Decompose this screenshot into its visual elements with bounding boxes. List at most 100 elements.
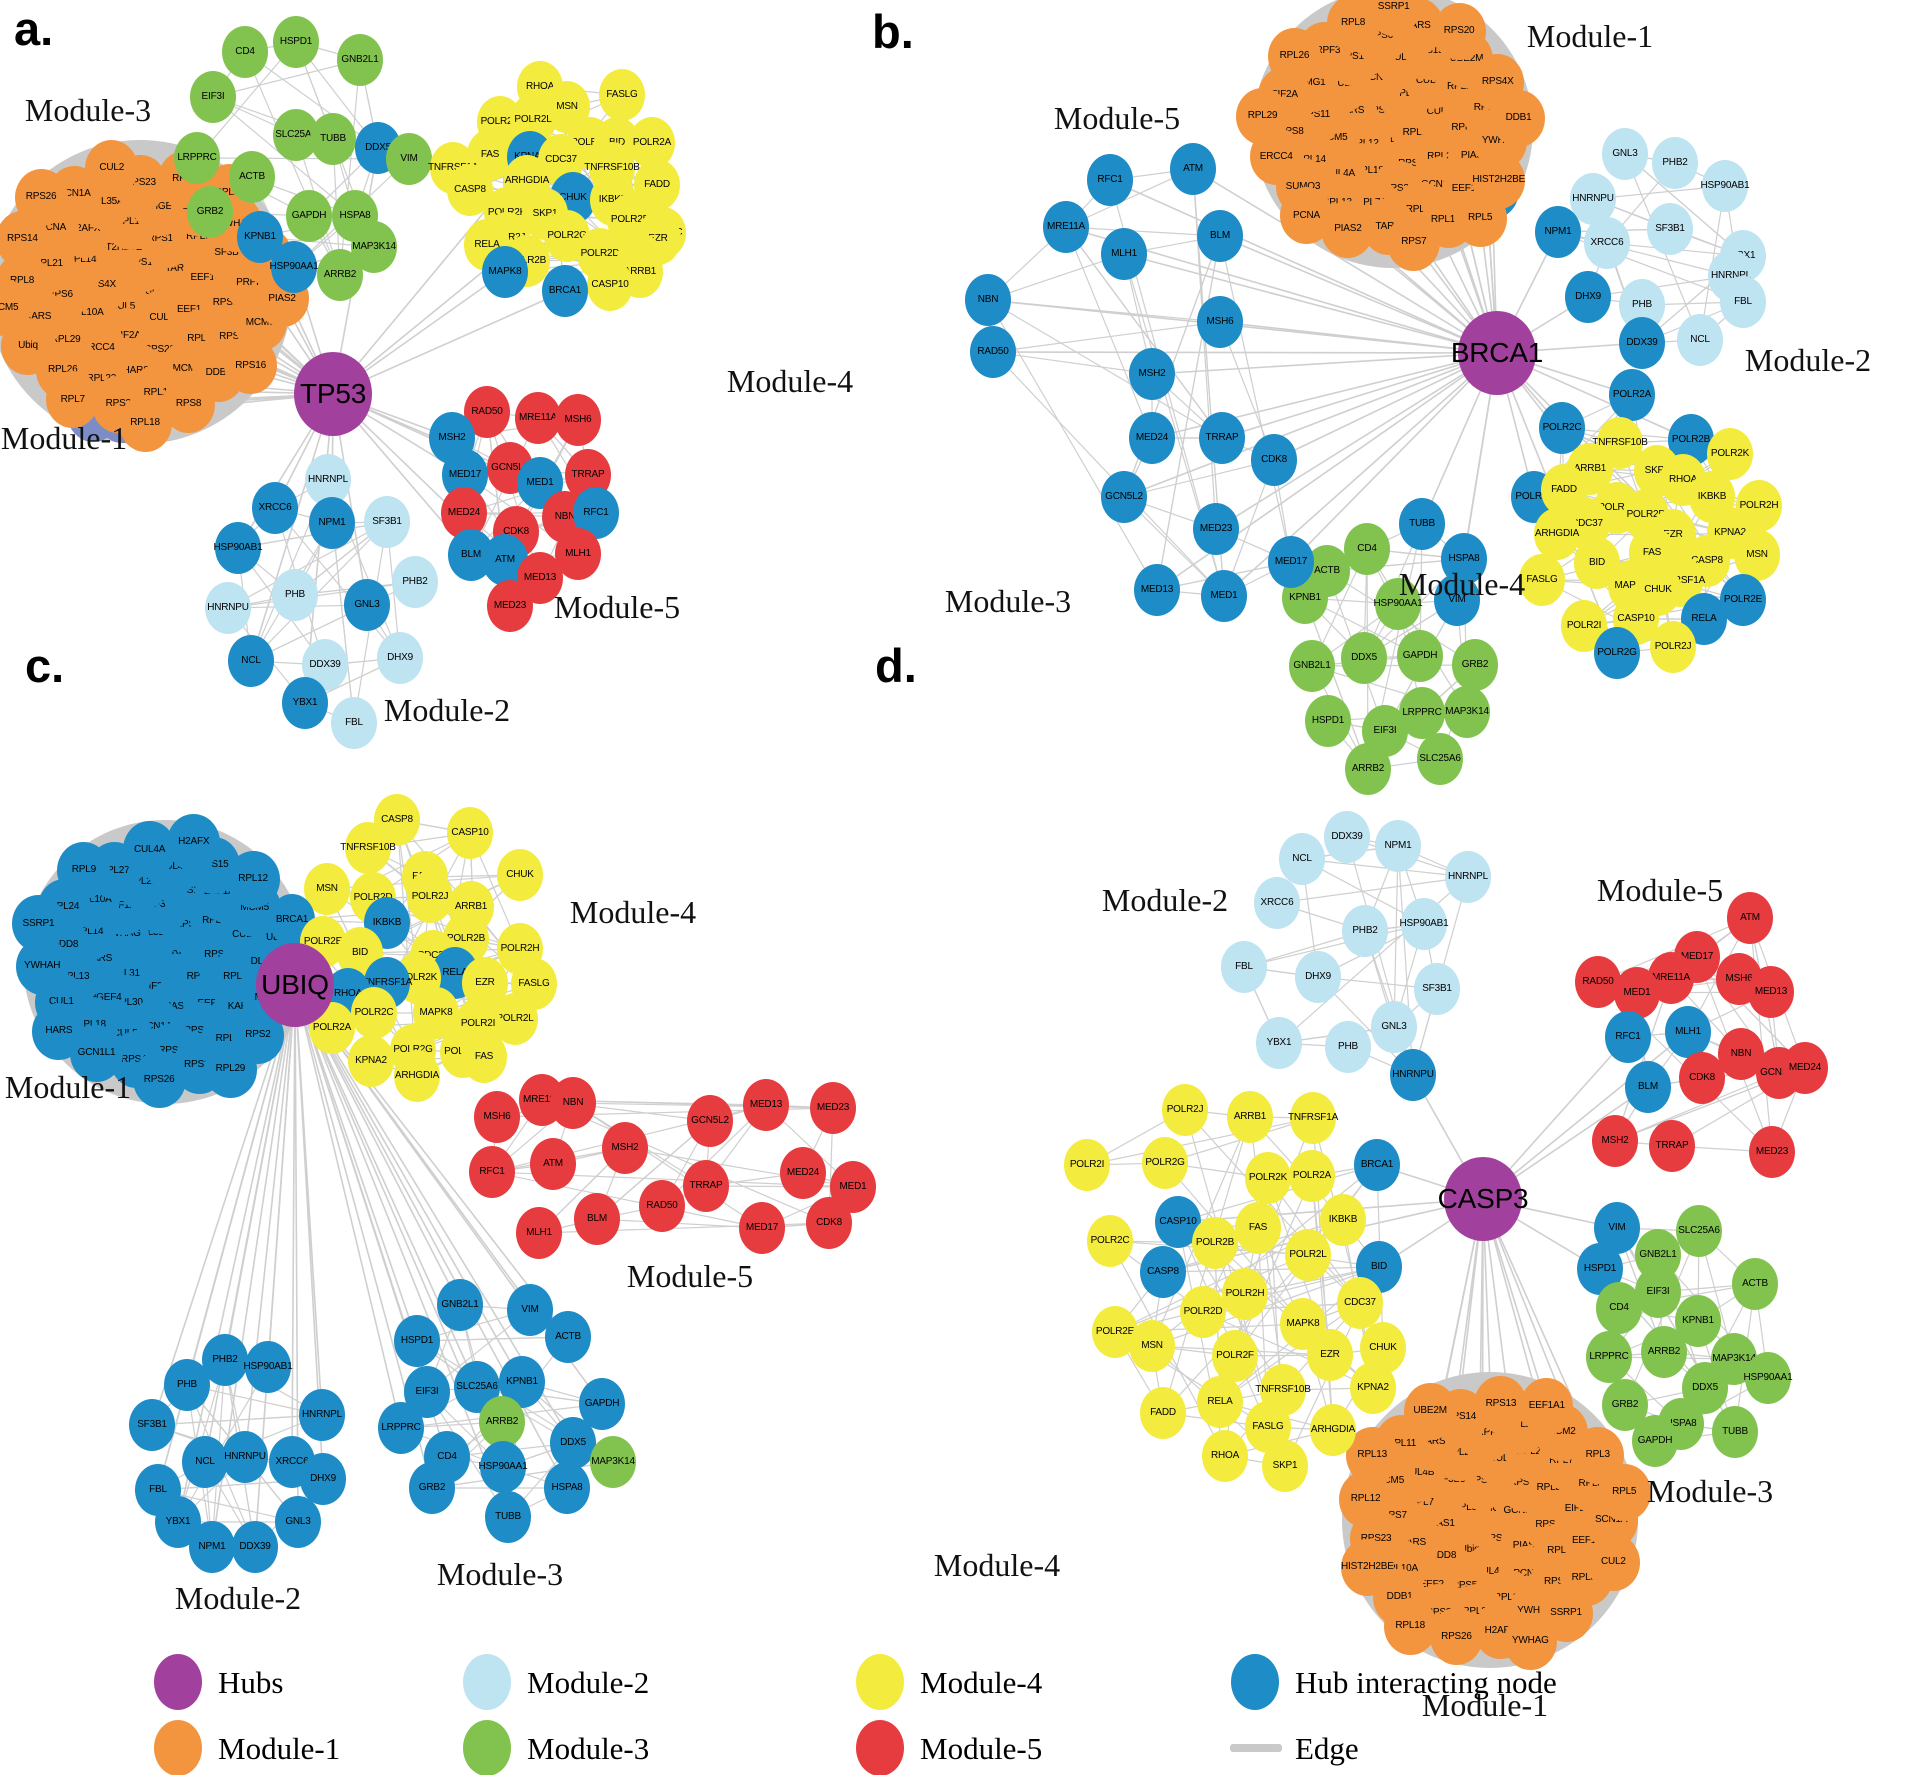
node-PHB[interactable]: PHB <box>1325 1021 1371 1073</box>
node-NBN[interactable]: NBN <box>965 274 1011 326</box>
node-RPS16[interactable]: RPS16 <box>224 337 278 395</box>
node-GAPDH[interactable]: GAPDH <box>286 190 332 242</box>
node-RPL9[interactable]: RPL9 <box>57 841 111 899</box>
node-ACTB[interactable]: ACTB <box>229 151 275 203</box>
node-RPL29[interactable]: RPL29 <box>203 1040 257 1098</box>
node-ACTB[interactable]: ACTB <box>545 1311 591 1363</box>
node-ARRB2[interactable]: ARRB2 <box>1345 743 1391 795</box>
node-RAD50[interactable]: RAD50 <box>970 326 1016 378</box>
node-NPM1[interactable]: NPM1 <box>1375 820 1421 872</box>
node-SLC25A6[interactable]: SLC25A6 <box>454 1361 500 1413</box>
node-DDX39[interactable]: DDX39 <box>1324 811 1370 863</box>
node-MED23[interactable]: MED23 <box>487 580 533 632</box>
node-KPNA2[interactable]: KPNA2 <box>348 1035 394 1087</box>
node-DHX9[interactable]: DHX9 <box>1565 271 1611 323</box>
node-RPL5[interactable]: RPL5 <box>1453 189 1507 247</box>
node-MED24[interactable]: MED24 <box>780 1147 826 1199</box>
node-PHB2[interactable]: PHB2 <box>1342 905 1388 957</box>
node-RPS26[interactable]: RPS26 <box>14 169 68 227</box>
node-DHX9[interactable]: DHX9 <box>300 1453 346 1505</box>
node-HSP90AA1[interactable]: HSP90AA1 <box>270 241 319 293</box>
node-RAD50[interactable]: RAD50 <box>639 1180 685 1232</box>
node-CDC37[interactable]: CDC37 <box>1337 1277 1383 1329</box>
node-CASP10[interactable]: CASP10 <box>447 807 493 859</box>
node-CUL2[interactable]: CUL2 <box>85 140 139 198</box>
node-EIF3I[interactable]: EIF3I <box>190 71 236 123</box>
node-NPM1[interactable]: NPM1 <box>189 1521 235 1573</box>
node-RPL18[interactable]: RPL18 <box>1383 1597 1437 1655</box>
node-RPS26[interactable]: RPS26 <box>132 1051 186 1109</box>
node-CASP8[interactable]: CASP8 <box>1140 1246 1186 1298</box>
node-GNB2L1[interactable]: GNB2L1 <box>1289 640 1335 692</box>
node-LRPPRC[interactable]: LRPPRC <box>1586 1331 1632 1383</box>
node-SF3B1[interactable]: SF3B1 <box>364 496 410 548</box>
node-FADD[interactable]: FADD <box>1140 1387 1186 1439</box>
node-MSN[interactable]: MSN <box>1734 529 1780 581</box>
node-POLR2I[interactable]: POLR2I <box>1561 600 1607 652</box>
node-POLR2H[interactable]: POLR2H <box>1222 1268 1268 1320</box>
node-RPS13[interactable]: RPS13 <box>1474 1375 1528 1433</box>
node-HSP90AA1[interactable]: HSP90AA1 <box>1744 1352 1793 1404</box>
node-IKBKB[interactable]: IKBKB <box>1320 1194 1366 1246</box>
node-SLC25A6[interactable]: SLC25A6 <box>1676 1205 1722 1257</box>
node-MLH1[interactable]: MLH1 <box>1101 228 1147 280</box>
node-GAPDH[interactable]: GAPDH <box>1397 630 1443 682</box>
node-MLH1[interactable]: MLH1 <box>516 1207 562 1259</box>
node-MED23[interactable]: MED23 <box>810 1082 856 1134</box>
node-POLR2K[interactable]: POLR2K <box>1245 1152 1291 1204</box>
node-MED13[interactable]: MED13 <box>743 1079 789 1131</box>
node-ATM[interactable]: ATM <box>1727 892 1773 944</box>
node-BRCA1[interactable]: BRCA1 <box>542 265 588 317</box>
node-GAPDH[interactable]: GAPDH <box>1632 1415 1678 1467</box>
node-HSP90AA1[interactable]: HSP90AA1 <box>479 1441 528 1493</box>
node-HNRNPL[interactable]: HNRNPL <box>299 1389 345 1441</box>
node-EIF3I[interactable]: EIF3I <box>404 1366 450 1418</box>
node-MRE11A[interactable]: MRE11A <box>515 392 561 444</box>
node-TUBB[interactable]: TUBB <box>485 1491 531 1543</box>
node-FBL[interactable]: FBL <box>1720 276 1766 328</box>
node-MED17[interactable]: MED17 <box>1268 536 1314 588</box>
node-PCNA[interactable]: PCNA <box>1280 187 1334 245</box>
node-ATM[interactable]: ATM <box>482 534 528 586</box>
node-LRPPRC[interactable]: LRPPRC <box>174 132 220 184</box>
node-FBL[interactable]: FBL <box>1221 941 1267 993</box>
node-PHB2[interactable]: PHB2 <box>1652 137 1698 189</box>
node-ATM[interactable]: ATM <box>1170 143 1216 195</box>
node-POLR2A[interactable]: POLR2A <box>1289 1150 1335 1202</box>
node-FASLG[interactable]: FASLG <box>599 69 645 121</box>
node-NCL[interactable]: NCL <box>1677 314 1723 366</box>
node-RPL29[interactable]: RPL29 <box>1236 88 1290 146</box>
node-POLR2G[interactable]: POLR2G <box>1594 627 1640 679</box>
node-DDB1[interactable]: DDB1 <box>1492 89 1546 147</box>
node-MSH2[interactable]: MSH2 <box>602 1122 648 1174</box>
node-RAD50[interactable]: RAD50 <box>1575 956 1621 1008</box>
node-ARHGDIA[interactable]: ARHGDIA <box>1310 1404 1356 1456</box>
node-GCN5L2[interactable]: GCN5L2 <box>687 1095 733 1147</box>
node-MED23[interactable]: MED23 <box>1193 503 1239 555</box>
node-HSP90AB1[interactable]: HSP90AB1 <box>244 1341 293 1393</box>
node-CDK8[interactable]: CDK8 <box>1251 434 1297 486</box>
node-BLM[interactable]: BLM <box>1625 1061 1671 1113</box>
node-ARRB2[interactable]: ARRB2 <box>1641 1326 1687 1378</box>
node-HSPD1[interactable]: HSPD1 <box>1305 695 1351 747</box>
node-FAS[interactable]: FAS <box>461 1031 507 1083</box>
node-GRB2[interactable]: GRB2 <box>187 186 233 238</box>
node-HSP90AB1[interactable]: HSP90AB1 <box>214 522 263 574</box>
node-XRCC6[interactable]: XRCC6 <box>1254 877 1300 929</box>
node-TUBB[interactable]: TUBB <box>310 113 356 165</box>
node-CDK8[interactable]: CDK8 <box>1679 1052 1725 1104</box>
node-TRRAP[interactable]: TRRAP <box>683 1160 729 1212</box>
node-HNRNPU[interactable]: HNRNPU <box>222 1431 268 1483</box>
node-POLR2I[interactable]: POLR2I <box>1064 1139 1110 1191</box>
node-MAPK8[interactable]: MAPK8 <box>482 246 528 298</box>
node-RFC1[interactable]: RFC1 <box>1605 1011 1651 1063</box>
node-MLH1[interactable]: MLH1 <box>555 528 601 580</box>
node-VIM[interactable]: VIM <box>1434 574 1480 626</box>
node-GCN5L2[interactable]: GCN5L2 <box>1101 471 1147 523</box>
node-HSP90AA1[interactable]: HSP90AA1 <box>1374 578 1423 630</box>
node-RPS7[interactable]: RPS7 <box>1387 213 1441 271</box>
node-NCL[interactable]: NCL <box>228 635 274 687</box>
hub-node-BRCA1[interactable]: BRCA1 <box>1451 311 1543 395</box>
node-GRB2[interactable]: GRB2 <box>409 1462 455 1514</box>
node-DDX39[interactable]: DDX39 <box>1619 317 1665 369</box>
